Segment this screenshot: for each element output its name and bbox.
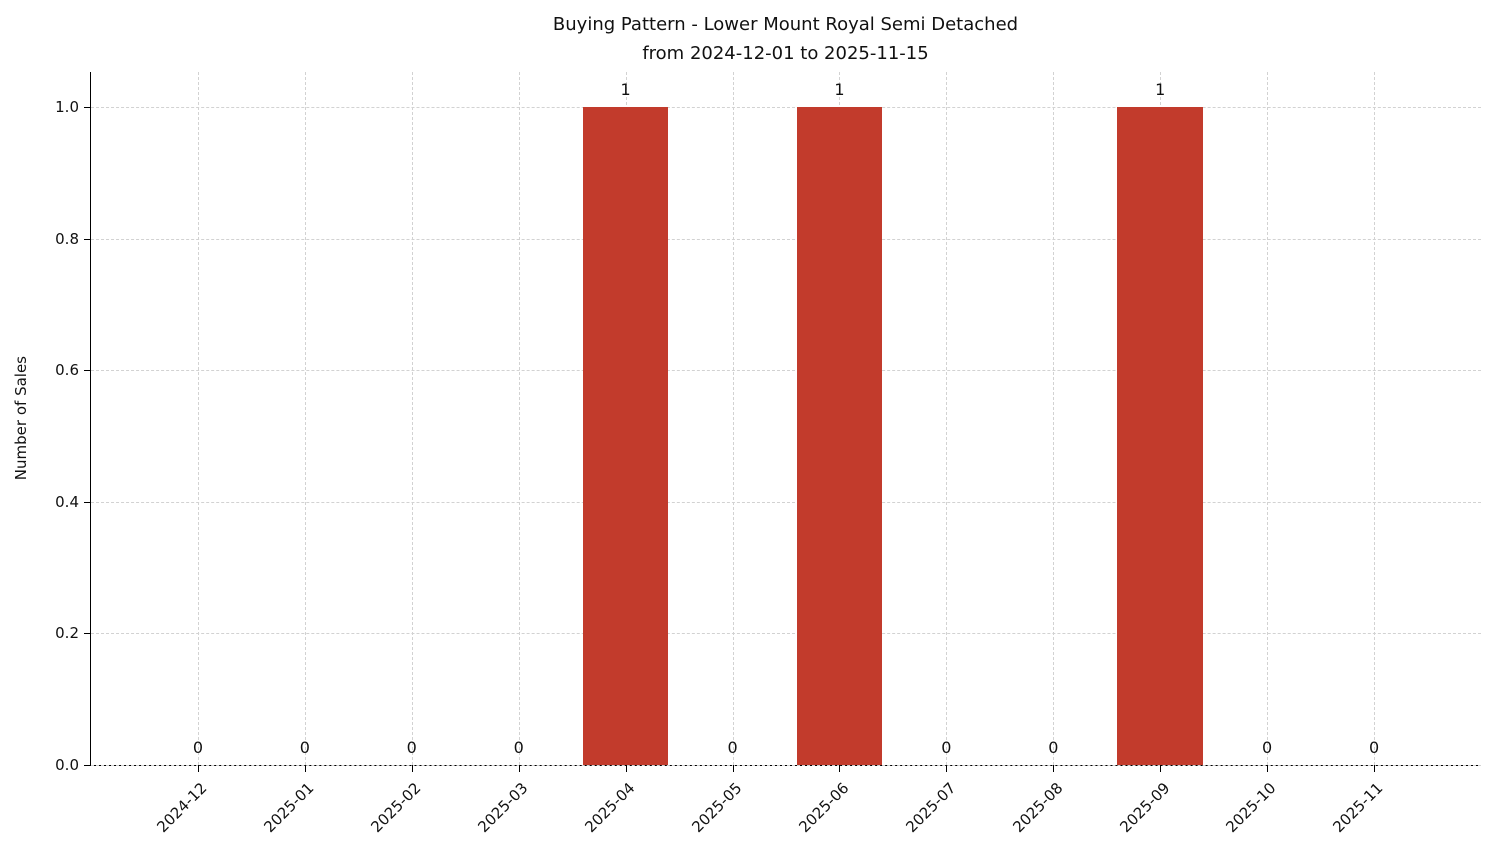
y-axis-title-wrap: Number of Sales: [12, 72, 30, 765]
bar-value-label: 0: [727, 738, 738, 757]
x-tick-label: 2025-08: [1008, 779, 1067, 837]
y-tick-mark: [84, 106, 91, 108]
horizontal-gridline: [91, 370, 1481, 372]
y-tick-mark: [84, 501, 91, 503]
vertical-gridline: [732, 72, 734, 765]
bar-value-label: 0: [299, 738, 310, 757]
bar: [796, 106, 883, 765]
x-tick-label: 2025-01: [260, 779, 318, 837]
vertical-gridline: [304, 72, 306, 765]
x-tick-label: 2025-11: [1329, 779, 1387, 837]
plot-area: 0.0 0.2 0.4 0.6 0.8 1.0 2024-12 0 2025-01 0 2025-0…: [55, 72, 1481, 836]
horizontal-gridline: [91, 501, 1481, 503]
vertical-gridline: [1267, 72, 1269, 765]
y-axis-title: Number of Sales: [12, 356, 30, 481]
bar-value-label: 1: [834, 79, 845, 99]
bar-value-label: 1: [620, 79, 631, 99]
bar-value-label: 1: [1155, 79, 1166, 99]
x-tick-mark: [1160, 765, 1162, 772]
x-tick-label: 2025-04: [581, 779, 639, 837]
vertical-gridline: [411, 72, 413, 765]
bar: [582, 106, 669, 765]
x-tick-mark: [946, 765, 948, 772]
x-tick-label: 2024-12: [153, 779, 211, 837]
x-tick-mark: [411, 765, 413, 772]
bar-value-label: 0: [1048, 738, 1059, 757]
vertical-gridline: [1053, 72, 1055, 765]
chart-title-line2: from 2024-12-01 to 2025-11-15: [642, 42, 929, 64]
x-tick-label: 2025-03: [474, 779, 532, 837]
horizontal-gridline: [91, 238, 1481, 240]
chart-title: Buying Pattern - Lower Mount Royal Semi …: [90, 11, 1481, 69]
y-tick-label: 0.0: [55, 756, 79, 774]
x-tick-label: 2025-10: [1222, 779, 1280, 837]
x-tick-mark: [518, 765, 520, 772]
y-tick-label: 0.8: [55, 229, 79, 248]
bar-value-label: 0: [406, 738, 417, 757]
bar-value-label: 0: [513, 738, 524, 757]
horizontal-gridline: [91, 106, 1481, 108]
x-tick-label: 2025-09: [1115, 779, 1173, 837]
x-tick-mark: [1267, 765, 1269, 772]
y-tick-mark: [84, 633, 91, 635]
bar-value-label: 0: [192, 738, 204, 757]
bar-value-label: 0: [1262, 738, 1273, 757]
horizontal-gridline: [91, 633, 1481, 635]
y-tick-mark: [84, 370, 91, 372]
y-tick-label: 0.2: [55, 624, 79, 643]
y-tick-label: 1.0: [55, 97, 79, 116]
vertical-gridline: [946, 72, 948, 765]
bar-value-label: 0: [1368, 738, 1380, 757]
x-tick-mark: [839, 765, 841, 772]
horizontal-gridline: [91, 765, 1481, 766]
x-tick-mark: [304, 765, 306, 772]
x-tick-label: 2025-07: [902, 779, 960, 837]
x-tick-mark: [1053, 765, 1055, 772]
chart-title-line1: Buying Pattern - Lower Mount Royal Semi …: [552, 14, 1019, 35]
y-tick-mark: [84, 765, 91, 766]
x-tick-label: 2025-02: [367, 779, 425, 837]
x-tick-label: 2025-05: [688, 779, 746, 837]
x-tick-mark: [625, 765, 627, 772]
y-tick-mark: [84, 238, 91, 240]
x-tick-mark: [1374, 765, 1376, 772]
x-tick-label: 2025-06: [795, 779, 853, 837]
x-tick-mark: [732, 765, 734, 772]
y-tick-label: 0.4: [55, 492, 79, 511]
vertical-gridline: [518, 72, 520, 765]
bar: [1117, 106, 1203, 765]
vertical-gridline: [197, 72, 199, 765]
y-tick-label: 0.6: [55, 361, 79, 380]
bar-value-label: 0: [941, 738, 952, 757]
x-tick-mark: [197, 765, 199, 772]
vertical-gridline: [1374, 72, 1376, 765]
